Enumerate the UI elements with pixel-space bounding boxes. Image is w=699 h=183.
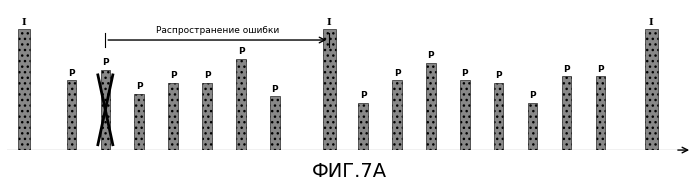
Text: I: I	[327, 18, 331, 27]
Text: I: I	[22, 18, 27, 27]
Text: Распространение ошибки: Распространение ошибки	[156, 26, 279, 35]
Bar	[202, 83, 212, 150]
Bar	[323, 29, 336, 150]
Text: P: P	[68, 69, 75, 78]
Text: P: P	[238, 47, 244, 56]
Text: P: P	[563, 65, 570, 74]
Text: P: P	[461, 69, 468, 78]
Bar	[66, 80, 76, 150]
Text: P: P	[529, 91, 536, 100]
Bar	[392, 80, 402, 150]
Text: P: P	[597, 65, 604, 74]
Bar	[460, 80, 470, 150]
Bar	[270, 96, 280, 150]
Bar	[494, 83, 503, 150]
Bar	[596, 76, 605, 150]
Bar	[359, 103, 368, 150]
Text: P: P	[428, 51, 434, 60]
Text: P: P	[203, 71, 210, 80]
Bar	[168, 83, 178, 150]
Text: P: P	[136, 82, 143, 91]
Text: ФИГ.7А: ФИГ.7А	[312, 162, 387, 181]
Text: I: I	[649, 18, 654, 27]
Text: P: P	[272, 85, 278, 94]
Bar	[645, 29, 658, 150]
Text: P: P	[394, 69, 401, 78]
Text: P: P	[102, 58, 108, 67]
Text: P: P	[170, 71, 176, 80]
Text: P: P	[496, 71, 502, 80]
Bar	[528, 103, 538, 150]
Bar	[17, 29, 30, 150]
Text: P: P	[360, 91, 366, 100]
Bar	[101, 70, 110, 150]
Bar	[426, 63, 435, 150]
Bar	[236, 59, 246, 150]
Bar	[562, 76, 571, 150]
Bar	[134, 94, 144, 150]
